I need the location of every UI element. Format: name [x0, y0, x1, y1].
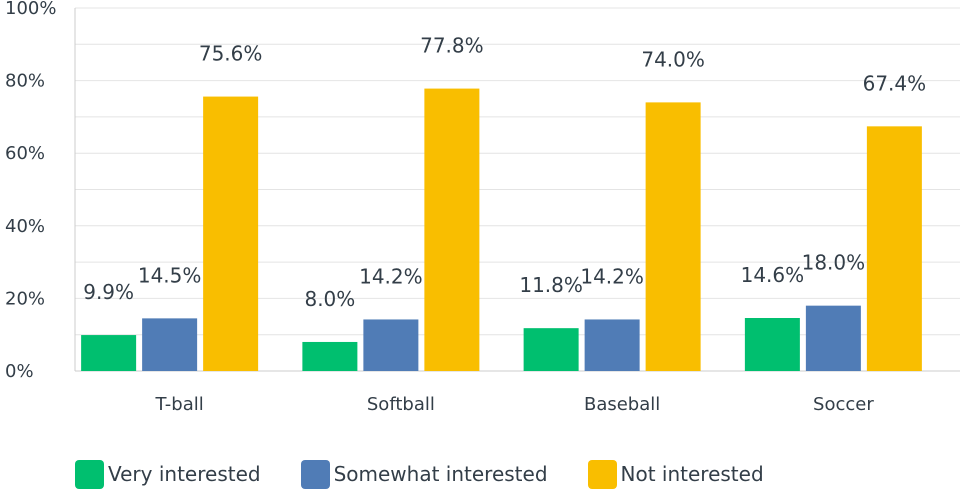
- data-label: 74.0%: [641, 47, 705, 71]
- data-label: 77.8%: [420, 34, 484, 58]
- data-label: 14.5%: [138, 263, 202, 287]
- x-tick-label: Baseball: [584, 394, 660, 415]
- data-label: 9.9%: [83, 280, 134, 304]
- data-label: 14.2%: [580, 264, 644, 288]
- bar: [302, 341, 358, 371]
- y-tick-label: 100%: [5, 0, 56, 19]
- data-label: 18.0%: [802, 251, 866, 275]
- legend-swatch-not-interested: [587, 459, 617, 489]
- bar: [744, 318, 800, 371]
- data-label: 75.6%: [199, 42, 263, 66]
- legend-swatch-somewhat-interested: [300, 459, 330, 489]
- legend-item-very-interested: Very interested: [75, 459, 261, 489]
- bar: [424, 88, 480, 371]
- bar: [866, 126, 922, 371]
- y-tick-label: 80%: [5, 71, 45, 92]
- y-tick-label: 40%: [5, 216, 45, 237]
- data-label: 8.0%: [304, 287, 355, 311]
- legend-label-somewhat-interested: Somewhat interested: [333, 462, 548, 486]
- bar-chart: 0% 20% 40% 60% 80% 100% 9.9%14.5% 75.6% T-ball 8.…: [5, 0, 960, 415]
- legend: Very interested Somewhat interested Not …: [75, 459, 804, 489]
- bar: [805, 305, 861, 371]
- data-label: 14.6%: [741, 263, 805, 287]
- legend-label-not-interested: Not interested: [620, 462, 764, 486]
- bar: [81, 335, 137, 371]
- y-tick-label: 60%: [5, 143, 45, 164]
- bar: [645, 102, 701, 371]
- data-label: 67.4%: [863, 71, 927, 95]
- data-label: 11.8%: [519, 273, 583, 297]
- bar: [142, 318, 198, 371]
- legend-label-very-interested: Very interested: [108, 462, 261, 486]
- bar: [203, 96, 259, 372]
- x-tick-label: Softball: [367, 394, 435, 415]
- bar: [523, 328, 579, 371]
- y-tick-label: 20%: [5, 288, 45, 309]
- legend-swatch-very-interested: [75, 459, 104, 489]
- data-label: 14.2%: [359, 264, 423, 288]
- x-tick-label: T-ball: [154, 394, 203, 415]
- x-tick-label: Soccer: [813, 394, 874, 415]
- legend-item-somewhat-interested: Somewhat interested: [300, 459, 548, 489]
- bar: [363, 319, 419, 371]
- y-tick-label: 0%: [5, 361, 34, 382]
- legend-item-not-interested: Not interested: [587, 459, 764, 489]
- bar: [584, 319, 640, 371]
